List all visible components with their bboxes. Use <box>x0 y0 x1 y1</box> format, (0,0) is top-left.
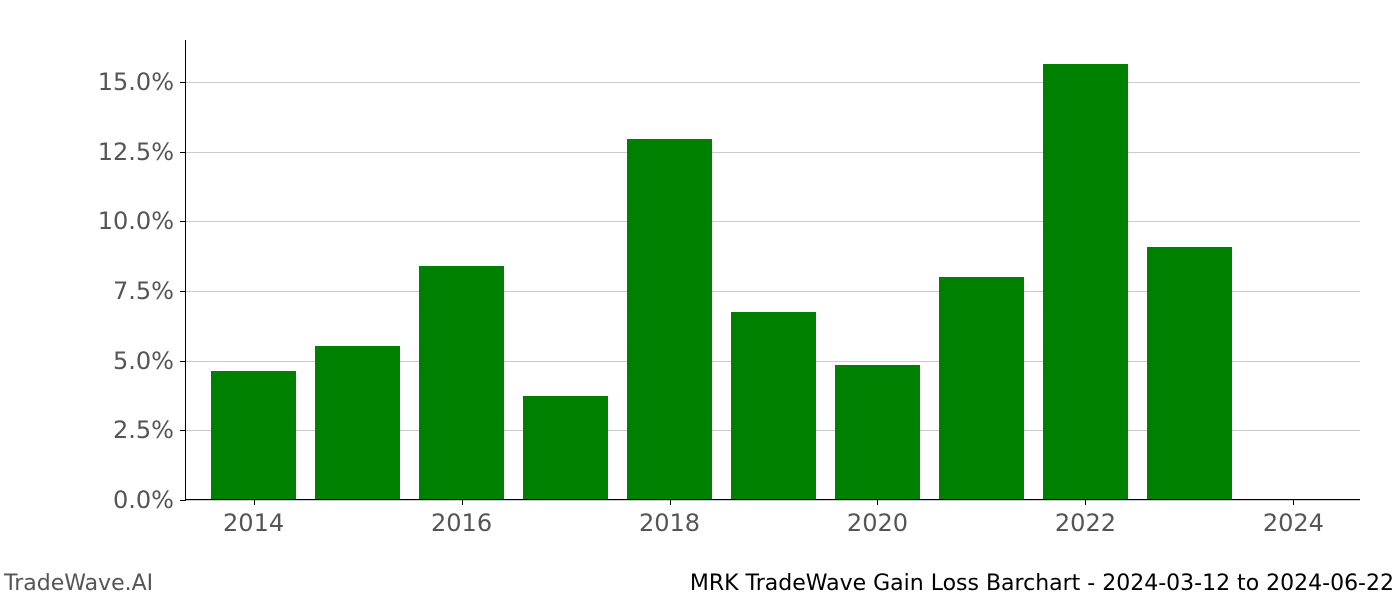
x-tick-label: 2018 <box>639 499 700 537</box>
chart-canvas: 0.0% 2.5% 5.0% 7.5% 10.0% 12.5% 15.0% 2014 2016 2… <box>0 0 1400 600</box>
bar <box>315 346 400 499</box>
y-tick-label: 5.0% <box>113 347 186 375</box>
bar <box>939 277 1024 499</box>
x-tick-label: 2022 <box>1055 499 1116 537</box>
bar <box>419 266 504 499</box>
bar <box>211 371 296 499</box>
x-tick-label: 2020 <box>847 499 908 537</box>
footer-right-text: MRK TradeWave Gain Loss Barchart - 2024-… <box>690 571 1394 596</box>
y-tick-label: 15.0% <box>98 68 186 96</box>
y-tick-label: 2.5% <box>113 416 186 444</box>
y-tick-label: 10.0% <box>98 207 186 235</box>
y-tick-label: 7.5% <box>113 277 186 305</box>
footer-left-text: TradeWave.AI <box>4 571 153 596</box>
bar <box>835 365 920 499</box>
bar <box>1043 64 1128 499</box>
x-tick-label: 2014 <box>223 499 284 537</box>
y-tick-label: 0.0% <box>113 486 186 514</box>
bar <box>627 139 712 499</box>
bar <box>1147 247 1232 499</box>
gridline <box>186 221 1360 222</box>
gridline <box>186 82 1360 83</box>
y-tick-label: 12.5% <box>98 138 186 166</box>
bar <box>731 312 816 499</box>
gridline <box>186 152 1360 153</box>
x-tick-label: 2016 <box>431 499 492 537</box>
x-tick-label: 2024 <box>1263 499 1324 537</box>
gridline <box>186 500 1360 501</box>
bar <box>523 396 608 499</box>
plot-area: 0.0%2.5%5.0%7.5%10.0%12.5%15.0%201420162… <box>185 40 1360 500</box>
